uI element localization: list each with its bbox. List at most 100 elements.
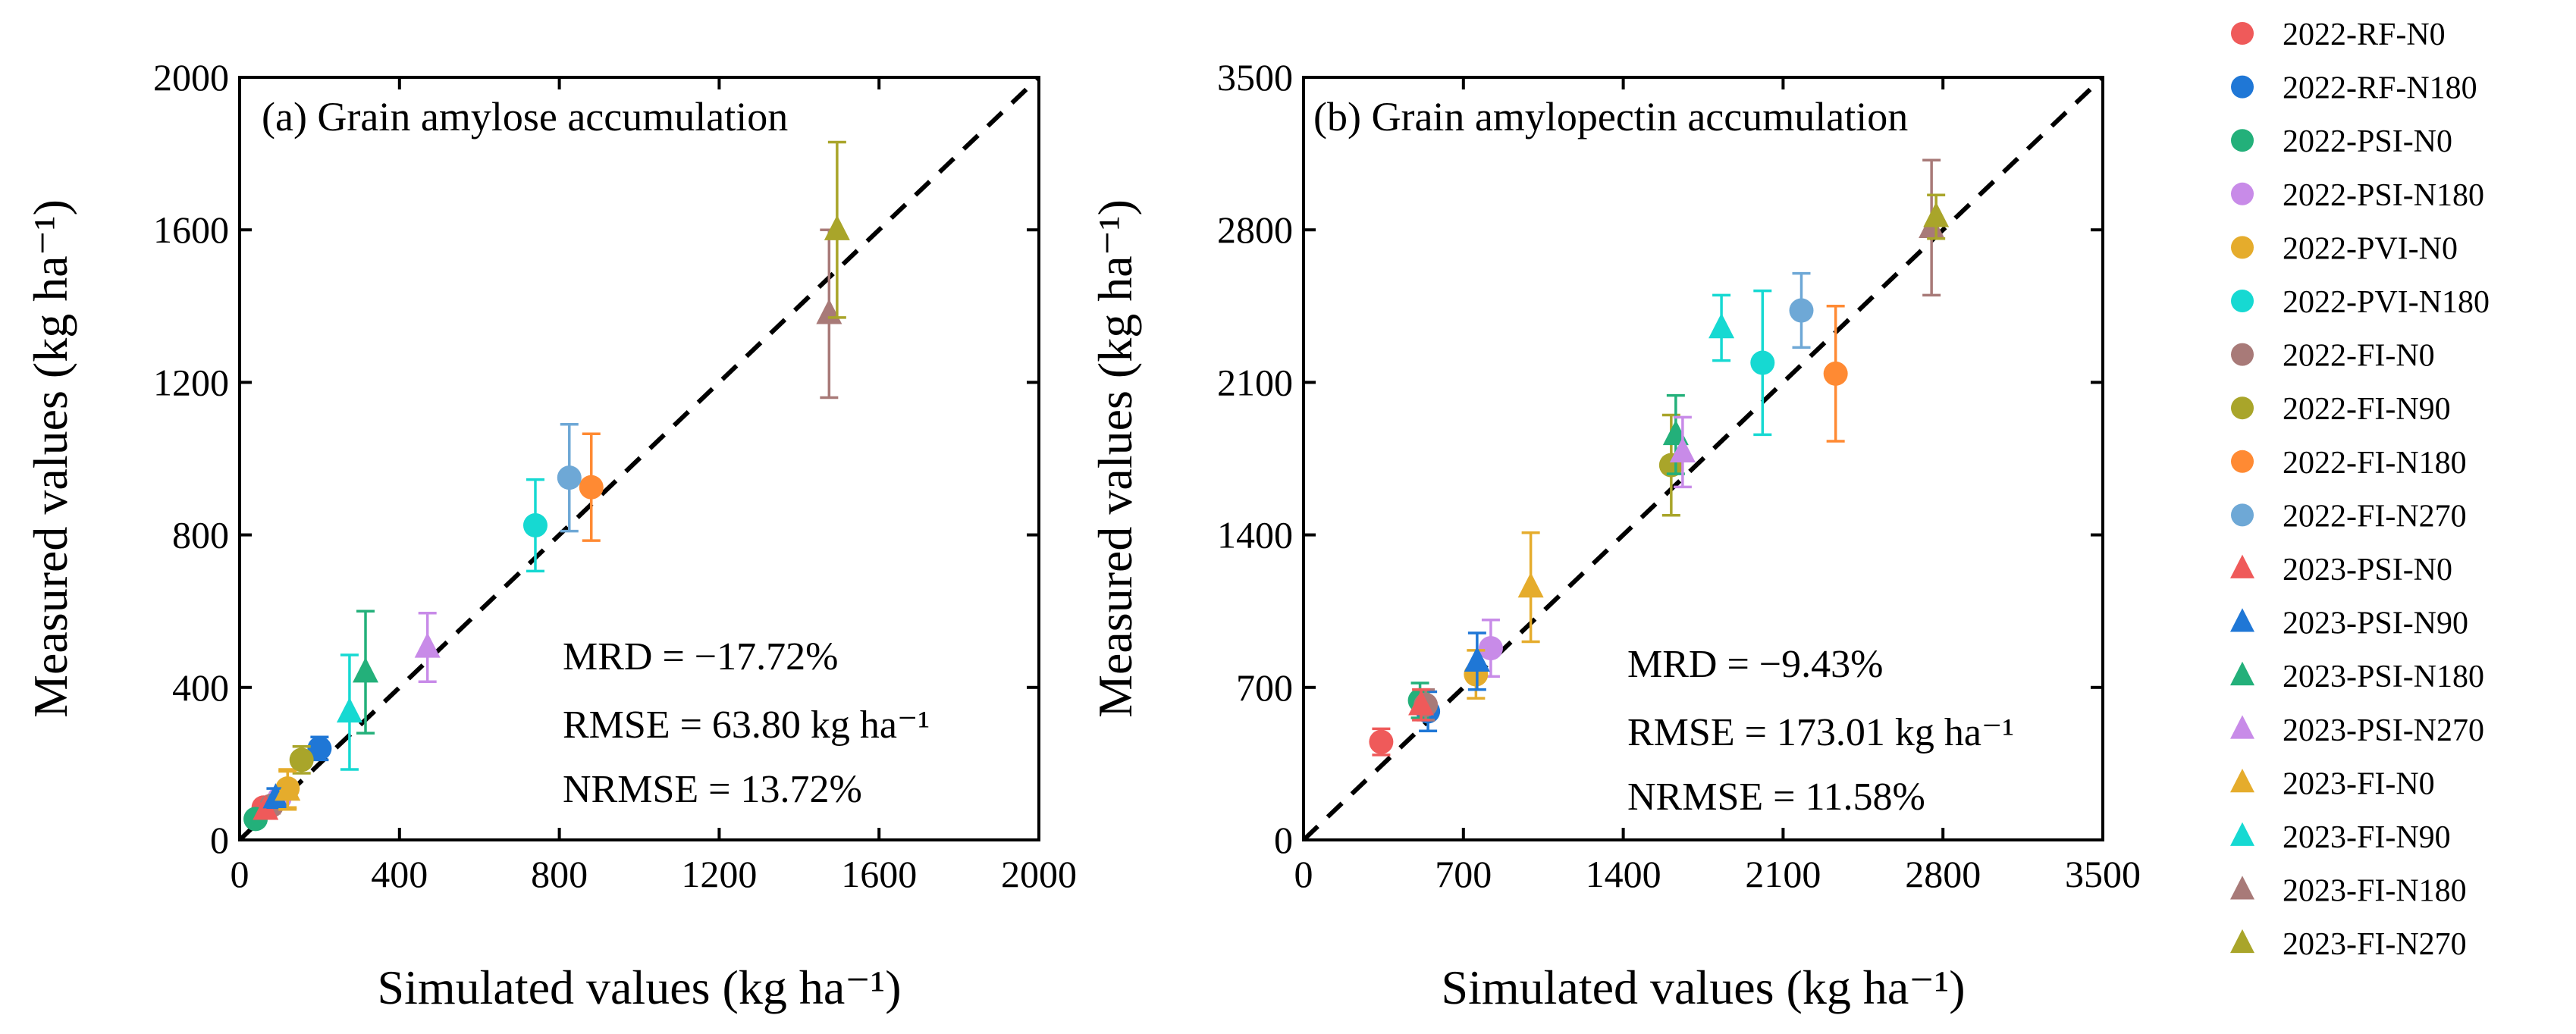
panel-a: 0 400 800 1200 1600 2000 0 400 800 1200 1600 2000 (… [24,56,1077,1014]
b-point-2023-FI-N270 [1923,193,1950,240]
legend-label: 2022-PVI-N0 [2283,231,2458,266]
legend-label: 2022-RF-N180 [2283,71,2477,106]
triangle-marker [336,697,362,723]
panel-a-title: (a) Grain amylose accumulation [262,94,788,139]
legend-item: 2023-PSI-N180 [2230,660,2484,694]
panel-b-rmse: RMSE = 173.01 kg ha⁻¹ [1627,711,2014,754]
legend-triangle-marker [2230,661,2254,686]
circle-marker [1789,298,1814,323]
a-point-2022-FI-N270 [557,422,582,533]
legend-circle-marker [2231,343,2254,366]
legend-circle-marker [2231,450,2254,473]
a-ytick-label: 1600 [153,208,229,251]
legend-label: 2023-FI-N270 [2283,927,2467,962]
panel-a-mrd: MRD = −17.72% [563,635,838,678]
legend-label: 2022-FI-N270 [2283,499,2467,534]
a-point-2023-FI-N0 [275,769,301,811]
a-xtick-label: 2000 [1001,853,1077,895]
panel-a-axes: 0 400 800 1200 1600 2000 0 400 800 1200 1600 2000 [153,56,1077,895]
b-xtick-label: 3500 [2065,853,2141,895]
panel-b-title: (b) Grain amylopectin accumulation [1313,94,1908,139]
legend-label: 2023-PSI-N180 [2283,660,2484,694]
triangle-marker [353,657,379,683]
a-ytick-label: 400 [172,666,229,709]
circle-marker [557,465,582,490]
legend-item: 2022-PVI-N0 [2231,231,2458,266]
legend-triangle-marker [2230,715,2254,739]
b-ytick-label: 2800 [1217,208,1293,251]
legend-label: 2022-RF-N0 [2283,17,2446,52]
panel-a-one-to-one-line [237,75,1041,842]
a-ytick-label: 2000 [153,56,229,99]
triangle-marker [824,215,850,240]
legend-triangle-marker [2230,876,2254,900]
a-xtick-label: 400 [371,853,428,895]
panel-b-frame [1302,76,2104,841]
a-ytick-label: 800 [172,514,229,556]
panel-a-points [243,140,850,832]
a-point-2022-FI-N180 [579,432,604,542]
legend-item: 2022-PSI-N180 [2231,178,2484,213]
a-point-2023-FI-N270 [824,140,850,319]
triangle-marker [1708,312,1735,339]
a-xtick-label: 800 [531,853,588,895]
panel-a-ylabel: Measured values (kg ha⁻¹) [24,199,77,718]
legend-item: 2022-FI-N90 [2231,392,2451,427]
triangle-marker [262,783,289,809]
b-point-2023-FI-N180 [1919,158,1945,297]
b-ytick-label: 0 [1274,819,1293,861]
legend-item: 2023-FI-N270 [2230,927,2467,962]
b-point-2023-PSI-N90 [1464,631,1490,691]
panel-b-xlabel: Simulated values (kg ha⁻¹) [1441,960,1965,1014]
b-xtick-label: 700 [1435,853,1492,895]
legend-item: 2023-FI-N180 [2230,874,2467,909]
b-xtick-label: 0 [1294,853,1313,895]
circle-marker [1823,361,1848,386]
legend-triangle-marker [2230,822,2254,846]
legend-label: 2023-PSI-N90 [2283,606,2468,641]
a-xtick-label: 1200 [681,853,757,895]
legend-label: 2022-FI-N0 [2283,339,2435,374]
b-point-2023-FI-N90 [1708,293,1735,362]
circle-marker [1750,350,1775,375]
a-point-2022-PVI-N180 [522,478,548,573]
panel-a-nrmse: NRMSE = 13.72% [563,768,862,811]
legend-item: 2023-FI-N0 [2230,766,2435,801]
legend-item: 2023-FI-N90 [2230,820,2451,855]
a-xtick-label: 0 [231,853,249,895]
legend-label: 2022-PSI-N180 [2283,178,2484,213]
triangle-marker [1669,437,1696,463]
panel-a-rmse: RMSE = 63.80 kg ha⁻¹ [563,703,930,747]
legend-label: 2022-FI-N180 [2283,446,2467,481]
triangle-marker [1464,646,1490,672]
circle-marker [307,736,332,761]
b-point-2022-PSI-N180 [1478,618,1503,678]
legend-label: 2023-PSI-N0 [2283,553,2452,588]
legend-circle-marker [2231,129,2254,152]
a-point-2023-PSI-N270 [414,611,441,684]
panel-a-xlabel: Simulated values (kg ha⁻¹) [377,960,901,1014]
legend-item: 2022-FI-N180 [2231,446,2467,481]
b-point-2022-FI-N180 [1823,305,1848,443]
circle-marker [522,513,548,538]
legend-item: 2022-RF-N0 [2231,17,2446,52]
b-ytick-label: 3500 [1217,56,1293,99]
legend-circle-marker [2231,290,2254,312]
legend: 2022-RF-N0 2022-RF-N180 2022-PSI-N0 2022-PS… [2230,17,2490,962]
legend-triangle-marker [2230,554,2254,578]
b-ytick-label: 2100 [1217,361,1293,403]
circle-marker [1478,636,1503,661]
circle-marker [289,747,314,772]
b-xtick-label: 2800 [1905,853,1981,895]
legend-circle-marker [2231,22,2254,45]
legend-triangle-marker [2230,769,2254,793]
legend-label: 2023-FI-N180 [2283,874,2467,909]
a-point-2022-FI-N90 [289,745,314,775]
b-point-2022-PVI-N180 [1750,289,1775,437]
legend-label: 2023-PSI-N270 [2283,713,2484,748]
circle-marker [1369,729,1394,754]
legend-triangle-marker [2230,608,2254,632]
b-point-2023-FI-N0 [1517,531,1544,644]
panel-b-points [1369,158,1950,757]
